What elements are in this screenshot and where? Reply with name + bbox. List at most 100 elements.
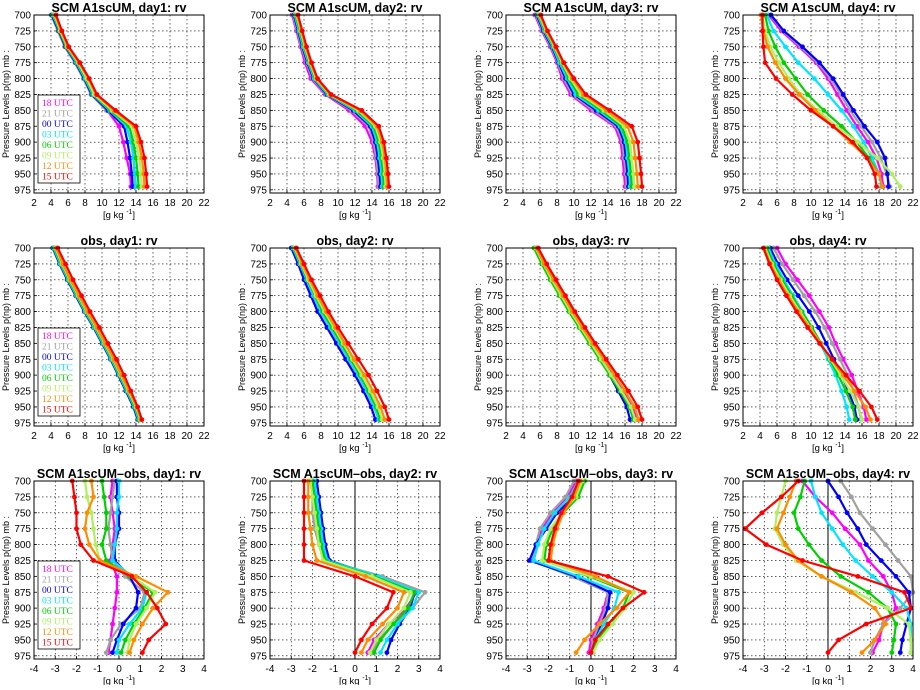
data-point <box>863 621 869 627</box>
legend-entry: 18 UTC <box>42 565 73 575</box>
x-axis-label: [g kg -1] <box>339 675 371 685</box>
data-point <box>309 60 314 66</box>
data-point <box>893 605 899 611</box>
series-line-15-utc <box>539 14 644 187</box>
data-point <box>631 171 636 177</box>
x-tick-label: 8 <box>318 431 324 442</box>
data-point <box>304 44 309 50</box>
data-point <box>891 637 897 643</box>
data-point <box>836 637 841 643</box>
data-point <box>876 637 882 643</box>
x-tick-label: 20 <box>181 198 193 209</box>
series-line-12-utc <box>307 481 405 654</box>
series-line-15-utc <box>537 247 644 420</box>
data-point <box>386 184 392 190</box>
data-point <box>390 621 396 627</box>
y-tick-label: 975 <box>486 185 503 196</box>
data-point <box>412 589 417 595</box>
legend-entry: 06 UTC <box>42 607 73 617</box>
legend-entry: 21 UTC <box>42 576 73 586</box>
data-point <box>781 60 787 66</box>
data-point <box>305 494 311 500</box>
y-tick-label: 825 <box>723 90 740 101</box>
data-point <box>605 621 611 627</box>
data-point <box>114 356 119 362</box>
data-point <box>629 155 635 161</box>
data-point <box>838 574 844 579</box>
y-tick-label: 825 <box>723 323 740 334</box>
y-tick-label: 725 <box>723 26 740 37</box>
y-tick-label: 900 <box>486 138 503 149</box>
data-point <box>352 574 358 579</box>
y-tick-label: 900 <box>14 138 31 149</box>
data-point <box>114 589 120 595</box>
x-tick-label: -4 <box>502 664 511 675</box>
series-line-03-utc <box>532 480 620 653</box>
data-point <box>861 139 867 145</box>
data-point <box>123 637 128 643</box>
x-tick-label: 22 <box>198 431 210 442</box>
x-tick-label: 20 <box>890 198 902 209</box>
data-point <box>773 76 779 81</box>
data-point <box>359 108 365 113</box>
data-point <box>817 60 822 66</box>
data-point <box>97 325 102 330</box>
series-line-03-utc <box>111 481 148 653</box>
y-tick-label: 900 <box>723 371 740 382</box>
y-axis-label: Pressure Levels p(np) mb : <box>710 50 720 158</box>
x-tick-label: 6 <box>301 198 307 209</box>
y-tick-label: 850 <box>14 339 31 350</box>
x-axis-label: [g kg -1] <box>575 442 607 454</box>
data-point <box>619 388 624 394</box>
data-point <box>301 494 307 500</box>
data-point <box>609 372 614 378</box>
data-point <box>844 510 850 516</box>
y-axis-label: Pressure Levels p(np) mb : <box>473 516 483 624</box>
data-point <box>857 510 863 516</box>
data-point <box>900 637 905 643</box>
x-tick-label: 2 <box>740 198 746 209</box>
data-point <box>597 621 602 627</box>
data-point <box>63 261 68 267</box>
data-point <box>108 510 113 516</box>
y-tick-label: 900 <box>486 604 503 615</box>
data-point <box>301 261 307 267</box>
y-tick-label: 825 <box>14 90 31 101</box>
data-point <box>405 605 411 611</box>
data-point <box>401 589 407 595</box>
series-line-15-utc <box>297 14 391 187</box>
data-point <box>615 372 620 378</box>
y-tick-label: 800 <box>486 74 503 85</box>
data-point <box>839 123 844 129</box>
x-tick-label: 16 <box>147 198 159 209</box>
legend-entry: 06 UTC <box>42 374 73 384</box>
data-point <box>99 542 105 547</box>
y-tick-label: 750 <box>14 508 31 519</box>
y-tick-label: 750 <box>250 508 267 519</box>
data-point <box>883 621 888 627</box>
data-point <box>352 650 358 655</box>
data-point <box>114 574 120 579</box>
legend-entry: 09 UTC <box>42 152 73 162</box>
x-tick-label: 20 <box>653 431 665 442</box>
series-line-03-utc <box>809 480 913 653</box>
data-point <box>817 341 822 346</box>
data-point <box>774 277 780 283</box>
series-line-15-utc <box>55 14 149 187</box>
data-point <box>759 510 765 516</box>
y-tick-label: 825 <box>250 323 267 334</box>
series-line-18-utc <box>776 247 868 420</box>
x-tick-label: 2 <box>267 431 273 442</box>
data-point <box>862 123 867 129</box>
subplot-title: SCM A1scUM, day4: rv <box>761 1 896 15</box>
y-tick-label: 825 <box>486 323 503 334</box>
x-tick-label: 20 <box>417 431 429 442</box>
data-point <box>806 309 812 314</box>
x-tick-label: 16 <box>856 198 868 209</box>
data-point <box>855 139 861 145</box>
data-point <box>312 510 317 516</box>
data-point <box>885 171 890 177</box>
data-point <box>301 526 307 532</box>
data-point <box>374 388 380 394</box>
